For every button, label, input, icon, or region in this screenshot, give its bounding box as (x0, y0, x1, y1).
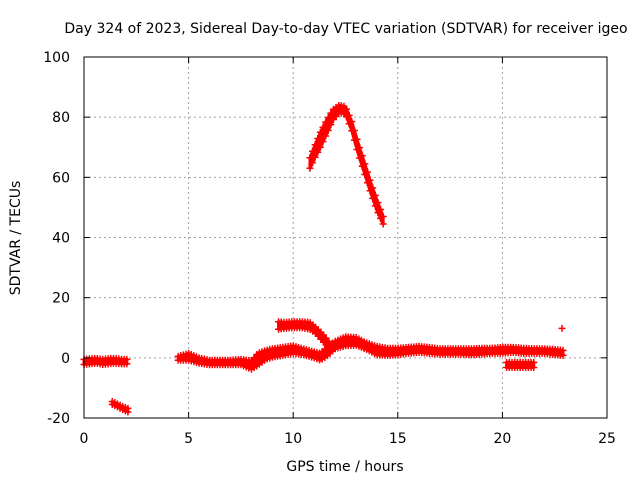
data-layer (80, 102, 567, 416)
data-point (379, 220, 387, 228)
data-point (363, 168, 371, 176)
y-tick-label: 0 (61, 351, 70, 367)
data-point (325, 337, 333, 345)
data-point (316, 143, 324, 151)
data-point (316, 128, 324, 136)
series-early-negative (108, 397, 132, 416)
y-axis-label: SDTVAR / TECUs (8, 181, 24, 296)
data-point (324, 114, 332, 122)
data-point (322, 132, 330, 140)
data-point (374, 199, 382, 207)
data-point (361, 160, 369, 168)
data-point (309, 147, 317, 155)
data-point (366, 176, 374, 184)
y-tick-label: 80 (52, 110, 70, 126)
series-early-baseline (80, 354, 131, 368)
series-peak-arc (306, 102, 387, 228)
data-point (325, 343, 333, 351)
x-tick-label: 10 (284, 431, 302, 447)
data-point (369, 184, 377, 192)
y-tick-label: 40 (52, 231, 70, 247)
data-point (350, 126, 358, 134)
y-tick-label: 100 (43, 50, 70, 66)
x-tick-label: 20 (493, 431, 511, 447)
data-point (343, 105, 351, 113)
series-midday-bump (275, 318, 333, 351)
data-point (371, 191, 379, 199)
y-tick-label: 60 (52, 170, 70, 186)
data-point (124, 404, 132, 412)
series-daytime-baseline (174, 333, 567, 373)
data-point (358, 152, 366, 160)
data-point (306, 164, 314, 172)
x-tick-label: 0 (80, 431, 89, 447)
data-point (322, 118, 330, 126)
data-point (345, 111, 353, 119)
data-point (530, 358, 538, 366)
series-outlier (558, 324, 566, 332)
data-point (319, 123, 327, 131)
label-layer: 0 5 10 15 20 25 -20 0 20 40 60 80 100 (43, 50, 616, 447)
x-tick-label: 15 (389, 431, 407, 447)
data-point (314, 134, 322, 142)
data-point (324, 126, 332, 134)
tick-layer (83, 56, 608, 419)
y-tick-label: 20 (52, 291, 70, 307)
series-late-negative (503, 358, 538, 371)
x-tick-label: 25 (598, 431, 616, 447)
x-axis-label: GPS time / hours (286, 459, 403, 475)
data-point (123, 355, 131, 363)
data-point (327, 121, 335, 129)
data-point (319, 138, 327, 146)
data-point (309, 159, 317, 167)
data-point (356, 144, 364, 152)
y-tick-label: -20 (47, 411, 70, 427)
data-point (377, 206, 385, 214)
chart-title: Day 324 of 2023, Sidereal Day-to-day VTE… (64, 21, 627, 37)
data-point (348, 118, 356, 126)
grid-layer (84, 57, 607, 418)
data-point (311, 153, 319, 161)
x-tick-label: 5 (184, 431, 193, 447)
data-point (558, 324, 566, 332)
data-point (311, 141, 319, 149)
data-point (327, 109, 335, 117)
data-point (353, 135, 361, 143)
data-point (559, 346, 567, 354)
data-point (379, 212, 387, 220)
data-point (314, 148, 322, 156)
